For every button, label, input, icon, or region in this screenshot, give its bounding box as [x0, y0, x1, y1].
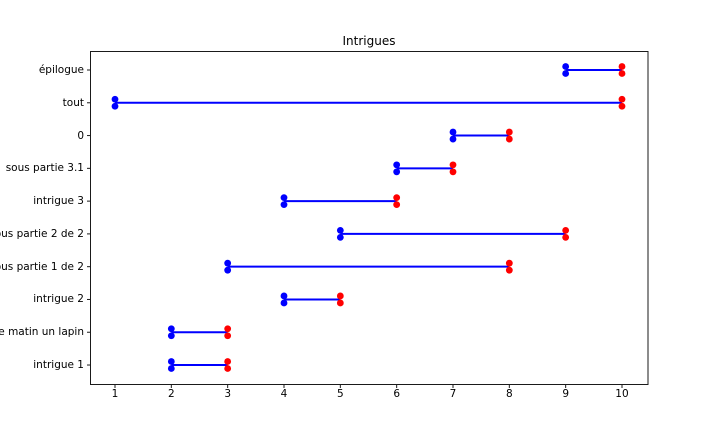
- start-marker: [562, 63, 570, 70]
- end-marker: [224, 365, 232, 372]
- end-marker: [224, 358, 232, 365]
- timeline-row: [224, 259, 513, 274]
- start-marker: [393, 161, 401, 169]
- end-marker: [505, 128, 513, 136]
- x-tick-label: 8: [505, 388, 513, 400]
- x-tick-label: 6: [393, 388, 400, 400]
- x-tick-label: 3: [224, 388, 231, 400]
- start-marker: [167, 358, 175, 365]
- end-marker: [618, 95, 626, 103]
- timeline-row: [280, 292, 344, 307]
- end-marker: [449, 161, 457, 169]
- start-marker: [562, 70, 570, 77]
- x-tick-label: 7: [449, 388, 457, 400]
- start-marker: [280, 299, 288, 307]
- timeline-row: [449, 128, 513, 143]
- timeline-row: [393, 161, 457, 176]
- end-marker: [224, 325, 232, 333]
- x-tick-label: 10: [615, 388, 629, 400]
- x-tick-label: 9: [562, 388, 569, 400]
- timeline-row: [167, 358, 232, 372]
- start-marker: [167, 365, 175, 372]
- y-tick-label: tout: [62, 96, 84, 109]
- start-marker: [167, 332, 175, 340]
- start-marker: [280, 194, 288, 202]
- x-tick-label: 2: [167, 388, 175, 400]
- end-marker: [336, 292, 344, 300]
- end-marker: [449, 168, 457, 176]
- end-marker: [505, 266, 513, 274]
- timeline-row: [111, 95, 626, 110]
- y-tick-label: intrigue 3: [33, 195, 84, 208]
- end-marker: [562, 234, 570, 241]
- end-marker: [618, 102, 626, 110]
- start-marker: [449, 128, 457, 136]
- start-marker: [111, 102, 119, 110]
- chart-title: Intrigues: [342, 34, 396, 48]
- y-tick-label: épilogue: [38, 64, 84, 76]
- end-marker: [505, 259, 513, 267]
- start-marker: [167, 325, 175, 333]
- timeline-row: [562, 63, 626, 77]
- start-marker: [449, 135, 457, 143]
- start-marker: [393, 168, 401, 176]
- start-marker: [280, 201, 288, 209]
- start-marker: [224, 266, 232, 274]
- y-tick-label: 0: [77, 129, 84, 142]
- end-marker: [224, 332, 232, 340]
- end-marker: [618, 63, 626, 70]
- end-marker: [562, 227, 570, 234]
- timeline-row: [336, 227, 570, 241]
- y-tick-label: intrigue 2: [33, 293, 84, 306]
- start-marker: [336, 234, 344, 241]
- y-tick-label: intrigue 1: [33, 359, 84, 372]
- x-tick-label: 4: [280, 388, 288, 400]
- timeline-row: [280, 194, 401, 209]
- start-marker: [111, 95, 119, 103]
- start-marker: [280, 292, 288, 300]
- start-marker: [336, 227, 344, 234]
- end-marker: [505, 135, 513, 143]
- y-tick-label: sous partie 3.1: [5, 162, 84, 175]
- end-marker: [393, 201, 401, 209]
- y-tick-label: sous partie 1 de 2: [0, 260, 84, 273]
- end-marker: [393, 194, 401, 202]
- end-marker: [618, 70, 626, 77]
- x-tick-label: 1: [111, 388, 119, 400]
- timeline-row: [167, 325, 232, 340]
- start-marker: [224, 259, 232, 267]
- plot-border: [90, 51, 649, 385]
- y-tick-label: Ce matin un lapin: [0, 326, 84, 339]
- end-marker: [336, 299, 344, 307]
- y-tick-label: sous partie 2 de 2: [0, 227, 84, 240]
- x-tick-label: 5: [336, 388, 344, 400]
